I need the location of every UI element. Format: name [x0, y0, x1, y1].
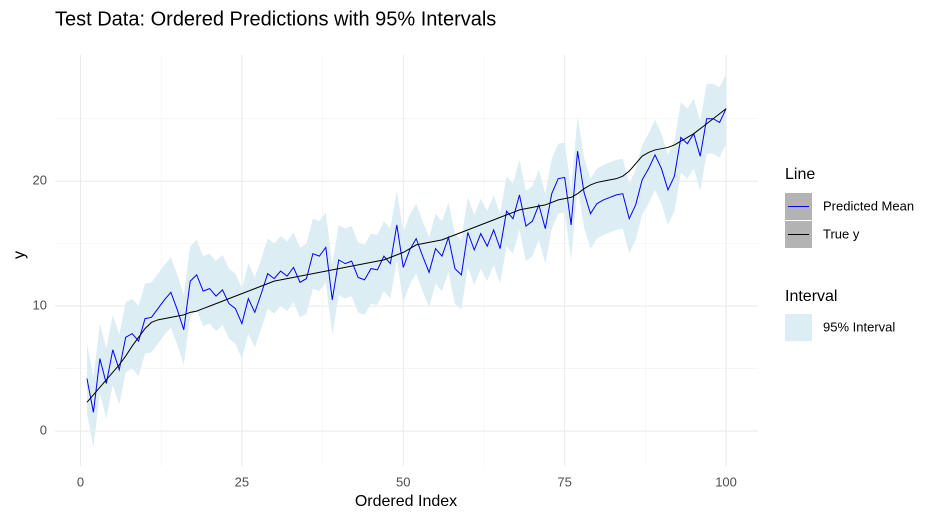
- y-tick-label: 20: [33, 173, 47, 188]
- x-axis-label: Ordered Index: [355, 493, 457, 510]
- legend-key: [785, 314, 812, 341]
- x-tick-label: 0: [77, 474, 84, 489]
- x-tick-label: 50: [396, 474, 410, 489]
- y-tick-label: 10: [33, 298, 47, 313]
- legend-label: 95% Interval: [823, 319, 895, 334]
- x-tick-label: 100: [715, 474, 737, 489]
- series-line: [86, 108, 727, 403]
- x-tick-label: 75: [557, 474, 571, 489]
- legend-title: Line: [785, 166, 815, 183]
- series-line: [86, 108, 727, 413]
- x-tick-label: 25: [235, 474, 249, 489]
- legend-label: True y: [823, 226, 860, 241]
- y-tick-label: 0: [40, 422, 47, 437]
- legend-title: Interval: [785, 288, 837, 305]
- chart-title: Test Data: Ordered Predictions with 95% …: [55, 8, 496, 30]
- y-axis-label: y: [11, 251, 28, 259]
- legend-label: Predicted Mean: [823, 198, 914, 213]
- interval-band: [86, 73, 727, 448]
